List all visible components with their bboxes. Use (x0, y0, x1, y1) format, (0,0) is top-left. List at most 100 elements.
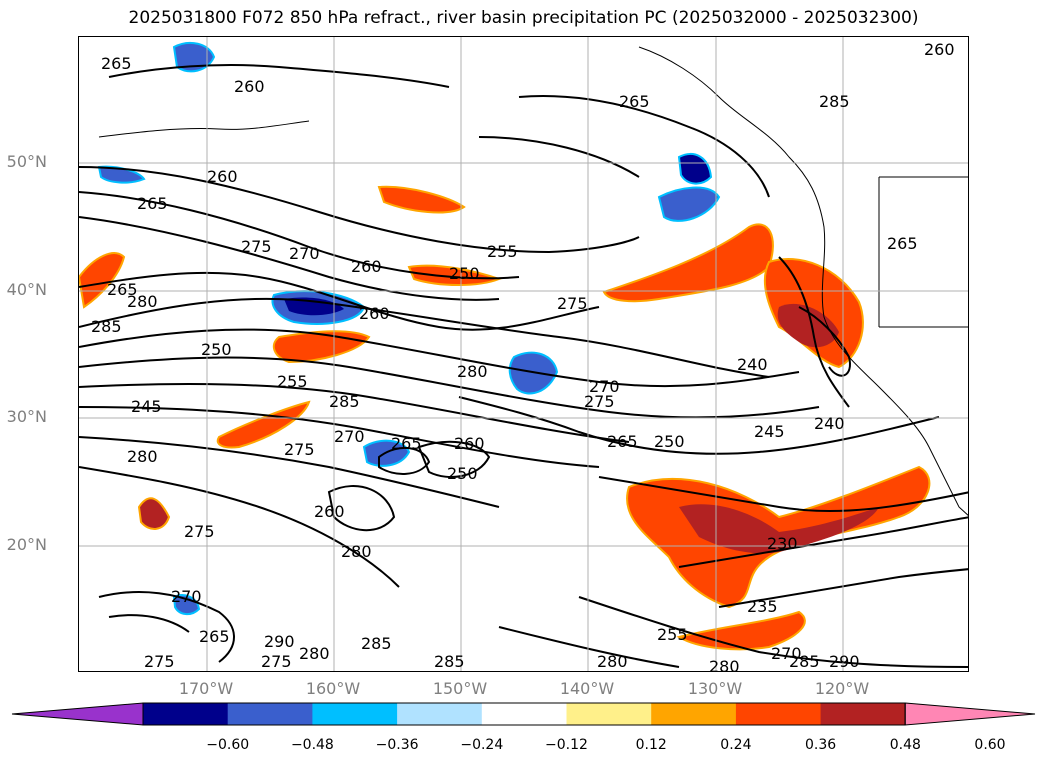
lat-label-50n: 50°N (6, 152, 47, 171)
contour-label: 270 (171, 587, 202, 606)
lon-label-120w: 120°W (814, 679, 870, 698)
contour-label: 285 (789, 652, 820, 671)
precip-negative-region (508, 351, 559, 395)
contour-label: 265 (619, 92, 650, 111)
contour-label: 280 (341, 542, 372, 561)
precip-negative-region (172, 41, 216, 73)
contour-label: 255 (277, 372, 308, 391)
coastline-layer (98, 46, 968, 516)
lon-label-170w: 170°W (178, 679, 234, 698)
precip-positive-region (676, 610, 806, 651)
contour-label: 260 (359, 304, 390, 323)
contour-label: 275 (184, 522, 215, 541)
contour-label: 260 (234, 77, 265, 96)
lat-label-20n: 20°N (6, 535, 47, 554)
colorbar-frame (142, 702, 906, 726)
coastline-north-america (638, 46, 968, 516)
precip-positive-region (377, 185, 466, 214)
colorbar (11, 702, 1036, 726)
contour-label: 265 (107, 280, 138, 299)
contour-label: 280 (127, 292, 158, 311)
contour-label: 255 (657, 625, 688, 644)
colorbar-segment (397, 703, 483, 725)
contour-label: 250 (201, 340, 232, 359)
contour-label: 245 (754, 422, 785, 441)
contour-label: 230 (767, 534, 798, 553)
refractivity-contours (79, 64, 968, 668)
contour-label: 275 (241, 237, 272, 256)
colorbar-tick-label: 0.24 (720, 737, 752, 753)
map-title: 2025031800 F072 850 hPa refract., river … (128, 8, 919, 28)
contour-label: 275 (584, 392, 615, 411)
contour-label: 260 (924, 40, 955, 59)
colorbar-tick-label: −0.24 (460, 737, 504, 753)
colorbar-segment (820, 703, 906, 725)
map-panel[interactable]: 265 260 265 285 260 265 275 270 260 255 … (78, 36, 969, 672)
lon-label-160w: 160°W (305, 679, 361, 698)
contour-label: 250 (654, 432, 685, 451)
contour-label: 290 (264, 632, 295, 651)
contour-label: 270 (334, 427, 365, 446)
colorbar-tick-label: 0.60 (974, 737, 1006, 753)
contour-label: 265 (607, 432, 638, 451)
contour-label: 275 (261, 652, 292, 671)
colorbar-segment (735, 703, 822, 725)
contour-label: 290 (829, 652, 860, 671)
coastline-aleutians (98, 120, 310, 138)
contour-label: 260 (314, 502, 345, 521)
precip-negative-region (657, 186, 721, 222)
contour-label: 265 (391, 434, 422, 453)
lon-label-130w: 130°W (687, 679, 743, 698)
colorbar-segment (143, 703, 229, 725)
contour-label: 270 (589, 377, 620, 396)
contour-label: 285 (819, 92, 850, 111)
contour-label: 275 (144, 652, 175, 671)
contour-label: 280 (127, 447, 158, 466)
colorbar-tick-label: 0.12 (635, 737, 667, 753)
contour-label: 240 (814, 414, 845, 433)
precip-negative-region (677, 152, 713, 185)
contour-label: 260 (351, 257, 382, 276)
colorbar-segment (312, 703, 398, 725)
contour-label: 280 (299, 644, 330, 663)
contour-label: 240 (737, 355, 768, 374)
contour-label: 285 (91, 317, 122, 336)
precip-positive-region (602, 223, 774, 303)
contour-labels: 265 260 265 285 260 265 275 270 260 255 … (91, 40, 955, 671)
contour-label: 285 (434, 652, 465, 671)
contour-label: 235 (747, 597, 778, 616)
precip-positive-region (79, 252, 126, 309)
graticule (79, 37, 968, 671)
contour-label: 265 (887, 234, 918, 253)
precip-positive-region (137, 497, 171, 530)
colorbar-extend-high (904, 702, 1036, 726)
contour-label: 285 (329, 392, 360, 411)
colorbar-segment (227, 703, 313, 725)
contour-label: 270 (771, 644, 802, 663)
precip-positive-region (216, 400, 311, 449)
map-canvas: 265 260 265 285 260 265 275 270 260 255 … (79, 37, 968, 671)
colorbar-tick-label: −0.36 (375, 737, 419, 753)
colorbar-tick-label: 0.36 (805, 737, 837, 753)
contour-label: 270 (289, 244, 320, 263)
colorbar-tick-label: −0.48 (290, 737, 334, 753)
contour-label: 275 (557, 294, 588, 313)
contour-label: 280 (457, 362, 488, 381)
contour-label: 245 (131, 397, 162, 416)
colorbar-segment (566, 703, 652, 725)
state-border (878, 176, 968, 328)
lat-label-30n: 30°N (6, 407, 47, 426)
contour-label: 250 (447, 464, 478, 483)
contour-label: 265 (137, 194, 168, 213)
precip-strong-negative-region (284, 297, 344, 316)
lat-label-40n: 40°N (6, 280, 47, 299)
contour-label: 265 (101, 54, 132, 73)
precip-strong-region (679, 504, 879, 554)
contour-label: 255 (487, 242, 518, 261)
colorbar-tick-label: −0.12 (545, 737, 588, 753)
contour-label: 260 (454, 434, 485, 453)
lon-label-140w: 140°W (559, 679, 615, 698)
contour-label: 275 (284, 440, 315, 459)
lon-label-150w: 150°W (432, 679, 488, 698)
contour-label: 250 (449, 264, 480, 283)
